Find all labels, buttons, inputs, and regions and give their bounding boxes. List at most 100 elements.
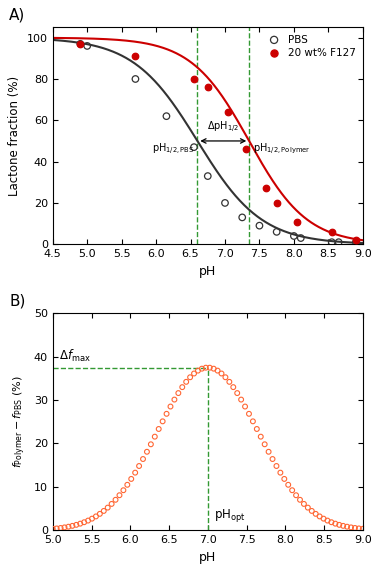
Point	[89, 514, 95, 523]
Point	[320, 514, 326, 523]
Point	[136, 462, 142, 471]
Point	[211, 364, 217, 374]
Point	[344, 522, 350, 531]
Point	[218, 369, 225, 378]
Point	[313, 509, 319, 518]
Point	[305, 503, 311, 512]
Text: A): A)	[10, 8, 25, 23]
Point	[301, 499, 307, 509]
Point	[254, 424, 260, 434]
20 wt% F127	[77, 39, 83, 49]
Point	[73, 521, 79, 530]
20 wt% F127	[353, 236, 359, 245]
Point	[81, 518, 87, 527]
PBS	[132, 74, 138, 84]
20 wt% F127	[294, 217, 300, 226]
Point	[242, 402, 248, 411]
Point	[85, 516, 91, 525]
Point	[266, 447, 272, 456]
Point	[277, 468, 283, 477]
PBS	[77, 39, 83, 49]
Point	[105, 503, 111, 512]
Point	[230, 383, 236, 392]
Point	[187, 373, 193, 382]
Point	[140, 454, 146, 463]
Point	[97, 509, 103, 518]
20 wt% F127	[263, 184, 269, 193]
Point	[360, 525, 366, 534]
Text: pH$_{1/2, \mathrm{PBS}}$: pH$_{1/2, \mathrm{PBS}}$	[152, 142, 195, 157]
PBS	[291, 232, 297, 241]
Point	[234, 388, 240, 398]
Text: pH$_\mathrm{opt}$: pH$_\mathrm{opt}$	[214, 507, 246, 524]
Point	[207, 363, 213, 372]
Point	[175, 388, 181, 398]
Point	[109, 499, 115, 509]
Point	[163, 409, 169, 418]
Point	[128, 474, 134, 483]
20 wt% F127	[191, 74, 197, 84]
Point	[116, 491, 122, 500]
PBS	[163, 112, 169, 121]
PBS	[336, 237, 342, 247]
Point	[348, 523, 354, 532]
Point	[328, 518, 334, 527]
Point	[238, 395, 244, 404]
PBS	[329, 237, 335, 247]
Point	[57, 523, 63, 533]
20 wt% F127	[329, 227, 335, 236]
Point	[226, 378, 233, 387]
Point	[356, 524, 362, 533]
Text: B): B)	[10, 294, 26, 309]
Point	[50, 525, 56, 534]
Point	[160, 417, 166, 426]
Point	[156, 424, 162, 434]
Point	[124, 480, 130, 490]
Point	[317, 512, 323, 521]
Point	[120, 486, 127, 495]
20 wt% F127	[274, 198, 280, 208]
Point	[222, 373, 228, 382]
Point	[293, 491, 299, 500]
Point	[199, 364, 205, 374]
Point	[195, 366, 201, 375]
Point	[62, 523, 68, 532]
PBS	[222, 198, 228, 208]
Y-axis label: Lactone fraction (%): Lactone fraction (%)	[8, 76, 21, 196]
Point	[309, 506, 315, 515]
PBS	[274, 227, 280, 236]
Point	[281, 474, 287, 483]
X-axis label: pH: pH	[199, 265, 216, 277]
Point	[179, 383, 185, 392]
Point	[336, 521, 342, 530]
Point	[262, 440, 268, 449]
Point	[69, 521, 75, 530]
Point	[54, 524, 60, 533]
Point	[332, 519, 338, 528]
Point	[325, 516, 331, 525]
Point	[148, 440, 154, 449]
Point	[132, 468, 138, 477]
PBS	[298, 233, 304, 243]
Point	[191, 369, 197, 378]
PBS	[84, 41, 90, 50]
Point	[171, 395, 177, 404]
Point	[65, 522, 71, 531]
X-axis label: pH: pH	[199, 551, 216, 563]
Point	[144, 447, 150, 456]
Point	[168, 402, 174, 411]
Point	[101, 506, 107, 515]
Text: $\Delta f_\mathrm{max}$: $\Delta f_\mathrm{max}$	[59, 348, 91, 364]
Point	[289, 486, 295, 495]
Point	[340, 521, 346, 530]
Text: pH$_{1/2, \mathrm{Polymer}}$: pH$_{1/2, \mathrm{Polymer}}$	[253, 142, 311, 156]
Point	[77, 519, 83, 528]
Point	[246, 409, 252, 418]
Point	[250, 417, 256, 426]
Point	[269, 454, 275, 463]
Legend: PBS, 20 wt% F127: PBS, 20 wt% F127	[261, 33, 358, 60]
Point	[93, 512, 99, 521]
Point	[203, 363, 209, 372]
PBS	[205, 172, 211, 181]
Point	[297, 495, 303, 505]
